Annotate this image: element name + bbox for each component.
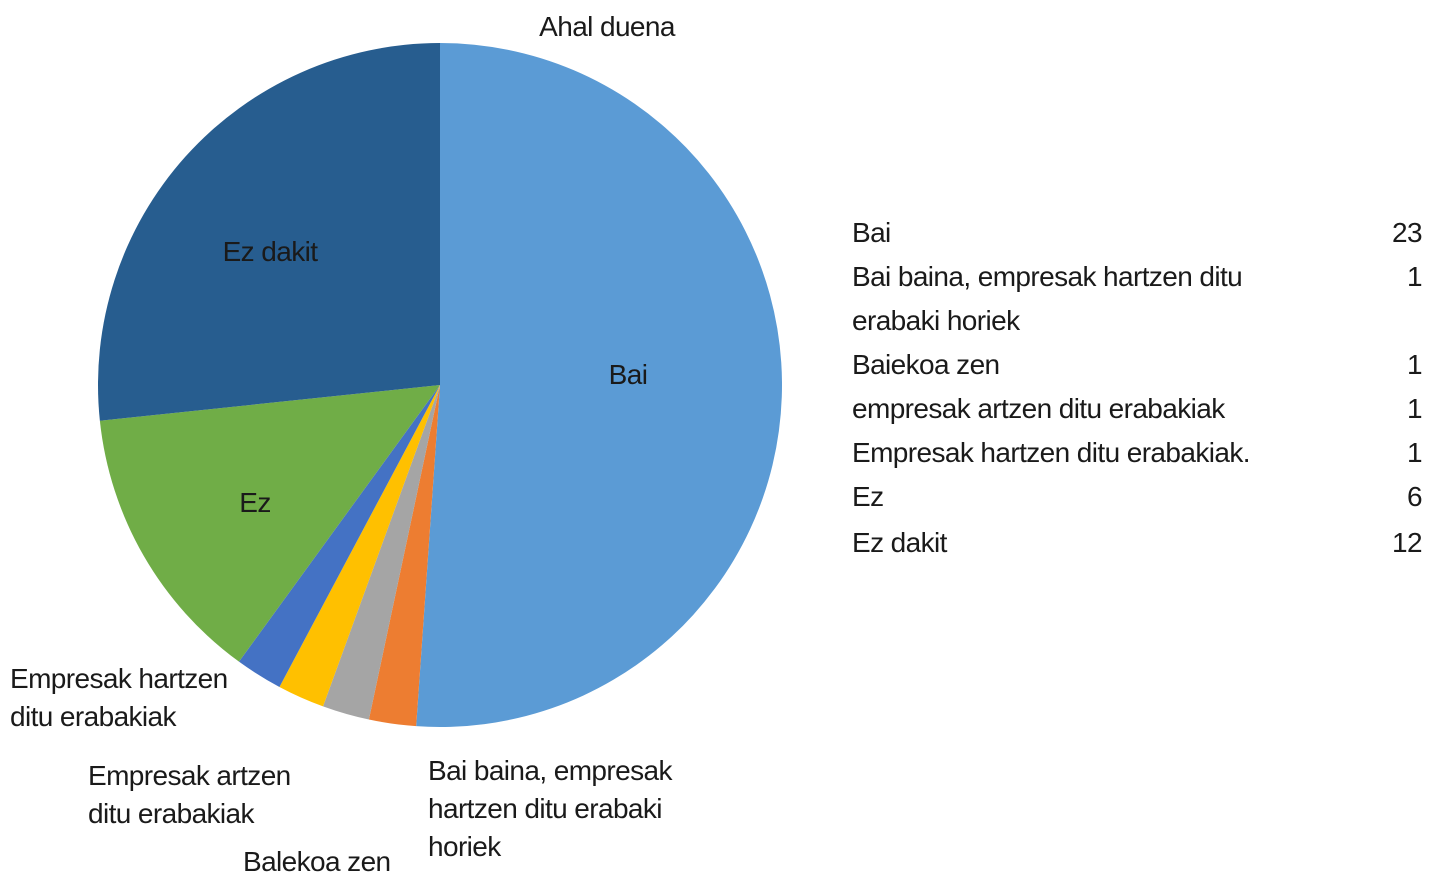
pie-slice bbox=[416, 43, 782, 727]
row-value: 1 bbox=[1407, 393, 1423, 424]
row-label: Empresak hartzen ditu erabakiak. bbox=[852, 437, 1251, 468]
slice-label: Empresak hartzen ditu erabakiak bbox=[10, 663, 228, 732]
row-label: Baiekoa zen bbox=[852, 349, 1000, 380]
slice-label: Empresak artzen ditu erabakiak bbox=[88, 760, 291, 829]
row-label: empresak artzen ditu erabakiak bbox=[852, 393, 1225, 424]
pie-slice bbox=[368, 385, 440, 727]
table-row: Ez dakit 12 bbox=[852, 521, 1423, 565]
row-value: 1 bbox=[1407, 261, 1423, 292]
row-value: 12 bbox=[1392, 527, 1423, 558]
chart-title: Ahal duena bbox=[539, 11, 675, 42]
table-row: Baiekoa zen 1 bbox=[852, 343, 1423, 387]
pie-slice bbox=[238, 385, 440, 687]
table-row: empresak artzen ditu erabakiak 1 bbox=[852, 387, 1423, 431]
row-label: Bai bbox=[852, 217, 891, 248]
pie-slice bbox=[99, 385, 441, 662]
slice-label: Ez dakit bbox=[222, 236, 318, 267]
slice-label: Balekoa zen bbox=[243, 846, 391, 877]
slice-label: Bai bbox=[608, 359, 648, 390]
pie-slice bbox=[323, 385, 440, 720]
pie-slice bbox=[279, 385, 440, 707]
row-value: 1 bbox=[1407, 349, 1423, 380]
row-value: 6 bbox=[1407, 481, 1423, 512]
table-row: Bai 23 bbox=[852, 211, 1423, 255]
slice-label: Ez bbox=[239, 487, 271, 518]
table-row: Ez 6 bbox=[852, 475, 1423, 519]
row-label: Bai baina, empresak hartzen ditu erabaki… bbox=[852, 261, 1243, 336]
row-value: 1 bbox=[1407, 437, 1423, 468]
row-value: 23 bbox=[1392, 217, 1423, 248]
slice-label: Bai baina, empresak hartzen ditu erabaki… bbox=[428, 755, 672, 862]
row-label: Ez dakit bbox=[852, 527, 947, 558]
row-label: Ez bbox=[852, 481, 884, 512]
table-row: Empresak hartzen ditu erabakiak. 1 bbox=[852, 431, 1423, 475]
pie-slice bbox=[98, 43, 440, 421]
table-row: Bai baina, empresak hartzen ditu erabaki… bbox=[852, 255, 1423, 343]
